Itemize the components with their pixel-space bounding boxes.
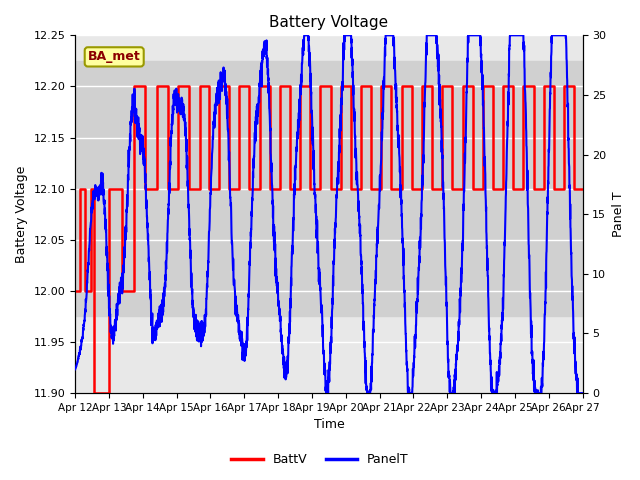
Y-axis label: Panel T: Panel T bbox=[612, 192, 625, 237]
Title: Battery Voltage: Battery Voltage bbox=[269, 15, 388, 30]
Bar bbox=[75, 61, 582, 316]
Y-axis label: Battery Voltage: Battery Voltage bbox=[15, 166, 28, 263]
X-axis label: Time: Time bbox=[314, 419, 344, 432]
Text: BA_met: BA_met bbox=[88, 50, 141, 63]
Legend: BattV, PanelT: BattV, PanelT bbox=[227, 448, 413, 471]
